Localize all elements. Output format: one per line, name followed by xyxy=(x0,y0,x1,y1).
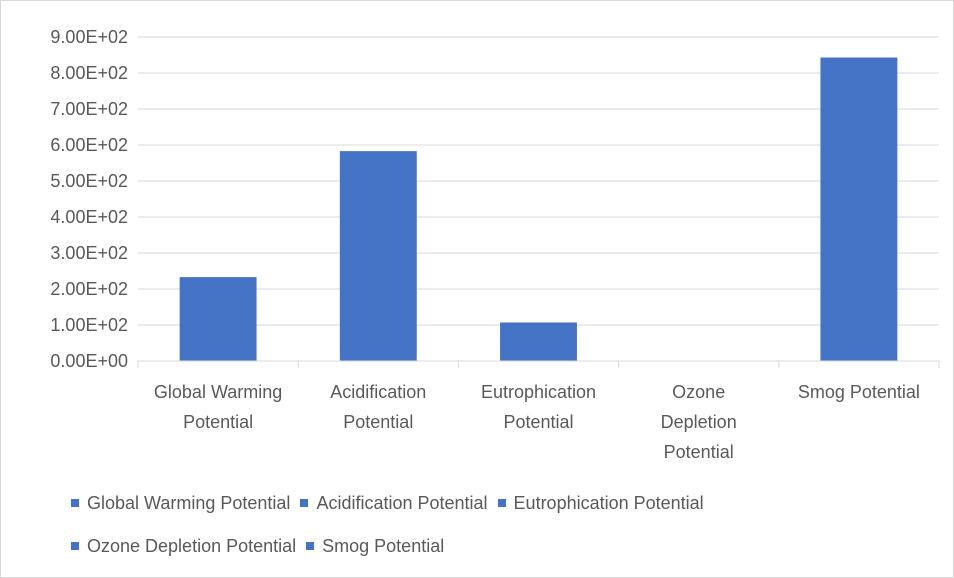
labels: 0.00E+00 1.00E+02 2.00E+02 3.00E+02 4.00E+02… xyxy=(50,27,920,462)
legend-swatch xyxy=(71,499,79,507)
y-tick-label: 1.00E+02 xyxy=(50,315,128,335)
legend-label: Ozone Depletion Potential xyxy=(87,535,297,556)
legend-label: Smog Potential xyxy=(322,535,445,556)
x-tick-label: Potential xyxy=(183,412,253,432)
legend-row: Global Warming Potential Acidification Po… xyxy=(71,489,931,517)
legend-swatch xyxy=(306,542,315,550)
x-tick-label: Depletion xyxy=(661,412,737,432)
x-tick-label: Smog Potential xyxy=(798,382,920,402)
y-tick-label: 0.00E+00 xyxy=(50,351,128,371)
x-tick-label: Potential xyxy=(664,442,734,462)
gridlines xyxy=(138,36,939,326)
legend-item: Ozone Depletion Potential xyxy=(71,536,296,557)
y-tick-label: 5.00E+02 xyxy=(50,171,128,191)
bar xyxy=(820,57,898,362)
y-tick-label: 9.00E+02 xyxy=(50,27,128,47)
y-tick-label: 7.00E+02 xyxy=(50,99,128,119)
legend-item: Eutrophication Potential xyxy=(497,492,704,514)
y-tick-label: 4.00E+02 xyxy=(50,207,128,227)
legend-label: Acidification Potential xyxy=(316,492,488,513)
x-tick-label: Acidification xyxy=(330,382,426,402)
legend-item: Smog Potential xyxy=(306,536,444,557)
legend-item: Acidification Potential xyxy=(300,492,488,514)
bar xyxy=(179,277,257,361)
legend-item: Global Warming Potential xyxy=(71,493,290,514)
legend-label: Eutrophication Potential xyxy=(513,492,704,513)
bars xyxy=(179,57,898,362)
bar xyxy=(500,322,577,361)
legend-swatch xyxy=(71,542,79,550)
y-tick-label: 3.00E+02 xyxy=(50,243,128,263)
x-tick-label: Eutrophication xyxy=(481,382,596,402)
bar-chart: 0.00E+00 1.00E+02 2.00E+02 3.00E+02 4.00E+02… xyxy=(50,27,940,462)
y-tick-label: 2.00E+02 xyxy=(50,279,128,299)
axes xyxy=(137,360,940,368)
legend-label: Global Warming Potential xyxy=(87,492,291,513)
y-tick-label: 6.00E+02 xyxy=(50,135,128,155)
legend-row: Ozone Depletion Potential Smog Potential xyxy=(71,532,931,560)
x-tick-label: Ozone xyxy=(672,382,725,402)
y-tick-label: 8.00E+02 xyxy=(50,63,128,83)
legend: Global Warming Potential Acidification Po… xyxy=(71,489,931,575)
legend-swatch xyxy=(497,499,506,507)
x-tick-label: Potential xyxy=(503,412,573,432)
x-tick-label: Potential xyxy=(343,412,413,432)
bar xyxy=(339,151,417,361)
x-tick-label: Global Warming xyxy=(154,382,282,402)
legend-swatch xyxy=(300,499,309,507)
